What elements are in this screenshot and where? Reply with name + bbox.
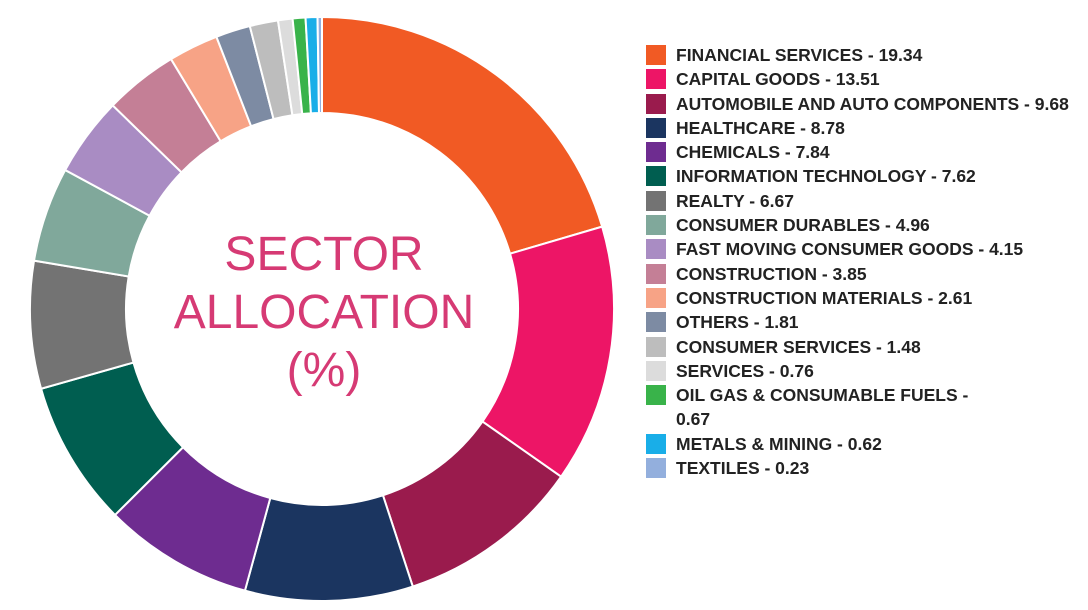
chart-title-line-2: ALLOCATION — [173, 286, 475, 339]
legend-item: CONSUMER DURABLES - 4.96 — [646, 213, 1086, 237]
legend-item: METALS & MINING - 0.62 — [646, 432, 1086, 456]
legend-swatch — [646, 166, 666, 187]
legend-swatch — [646, 117, 666, 138]
legend-swatch — [646, 458, 666, 479]
legend-item: CAPITAL GOODS - 13.51 — [646, 67, 1086, 91]
legend-label: CAPITAL GOODS - 13.51 — [676, 69, 880, 90]
legend-label: CHEMICALS - 7.84 — [676, 142, 830, 163]
legend-swatch — [646, 45, 666, 65]
legend-item: CHEMICALS - 7.84 — [646, 140, 1086, 164]
legend-label: TEXTILES - 0.23 — [676, 458, 810, 479]
legend-item: OIL GAS & CONSUMABLE FUELS - 0.67 — [646, 383, 1086, 432]
legend-label: CONSTRUCTION MATERIALS - 2.61 — [676, 287, 973, 308]
legend-label: OIL GAS & CONSUMABLE FUELS - 0.67 — [676, 385, 969, 430]
legend-swatch — [646, 69, 666, 90]
legend-item: OTHERS - 1.81 — [646, 310, 1086, 334]
legend-item: FAST MOVING CONSUMER GOODS - 4.15 — [646, 237, 1086, 261]
legend-swatch — [646, 215, 666, 236]
legend-item: CONSUMER SERVICES - 1.48 — [646, 335, 1086, 359]
legend-item: CONSTRUCTION MATERIALS - 2.61 — [646, 286, 1086, 310]
chart-legend: FINANCIAL SERVICES - 19.34 CAPITAL GOODS … — [646, 43, 1086, 480]
donut-chart — [29, 15, 615, 602]
legend-swatch — [646, 239, 666, 260]
legend-swatch — [646, 433, 666, 454]
legend-label: METALS & MINING - 0.62 — [676, 433, 882, 454]
legend-swatch — [646, 360, 666, 381]
donut-slice-17 — [316, 15, 323, 115]
chart-title: SECTOR ALLOCATION (%) — [124, 226, 524, 400]
legend-item: CONSTRUCTION - 3.85 — [646, 262, 1086, 286]
legend-label: INFORMATION TECHNOLOGY - 7.62 — [676, 166, 976, 187]
legend-item: HEALTHCARE - 8.78 — [646, 116, 1086, 140]
donut-slices — [29, 15, 615, 602]
legend-item: FINANCIAL SERVICES - 19.34 — [646, 43, 1086, 67]
legend-swatch — [646, 93, 666, 114]
legend-label: SERVICES - 0.76 — [676, 360, 814, 381]
legend-item: AUTOMOBILE AND AUTO COMPONENTS - 9.68 — [646, 92, 1086, 116]
legend-label: CONSUMER SERVICES - 1.48 — [676, 336, 921, 357]
legend-label: CONSTRUCTION - 3.85 — [676, 263, 867, 284]
legend-swatch — [646, 142, 666, 163]
legend-label: FINANCIAL SERVICES - 19.34 — [676, 45, 923, 65]
legend-swatch — [646, 336, 666, 357]
donut-slice-1 — [321, 15, 604, 255]
chart-title-line-3: (%) — [286, 344, 362, 397]
legend-item: REALTY - 6.67 — [646, 189, 1086, 213]
legend-swatch — [646, 287, 666, 308]
legend-label: OTHERS - 1.81 — [676, 312, 799, 333]
legend-item: TEXTILES - 0.23 — [646, 456, 1086, 480]
chart-title-line-1: SECTOR — [224, 228, 424, 281]
legend-swatch — [646, 312, 666, 333]
legend-label: REALTY - 6.67 — [676, 190, 794, 211]
legend-swatch — [646, 385, 666, 406]
legend-item: INFORMATION TECHNOLOGY - 7.62 — [646, 164, 1086, 188]
donut-slice-4 — [243, 494, 415, 602]
legend-swatch — [646, 190, 666, 211]
legend-swatch — [646, 263, 666, 284]
legend-label: HEALTHCARE - 8.78 — [676, 117, 845, 138]
legend-label: AUTOMOBILE AND AUTO COMPONENTS - 9.68 — [676, 93, 1069, 114]
legend-item: SERVICES - 0.76 — [646, 359, 1086, 383]
legend-label: CONSUMER DURABLES - 4.96 — [676, 215, 930, 236]
legend-label: FAST MOVING CONSUMER GOODS - 4.15 — [676, 239, 1024, 260]
